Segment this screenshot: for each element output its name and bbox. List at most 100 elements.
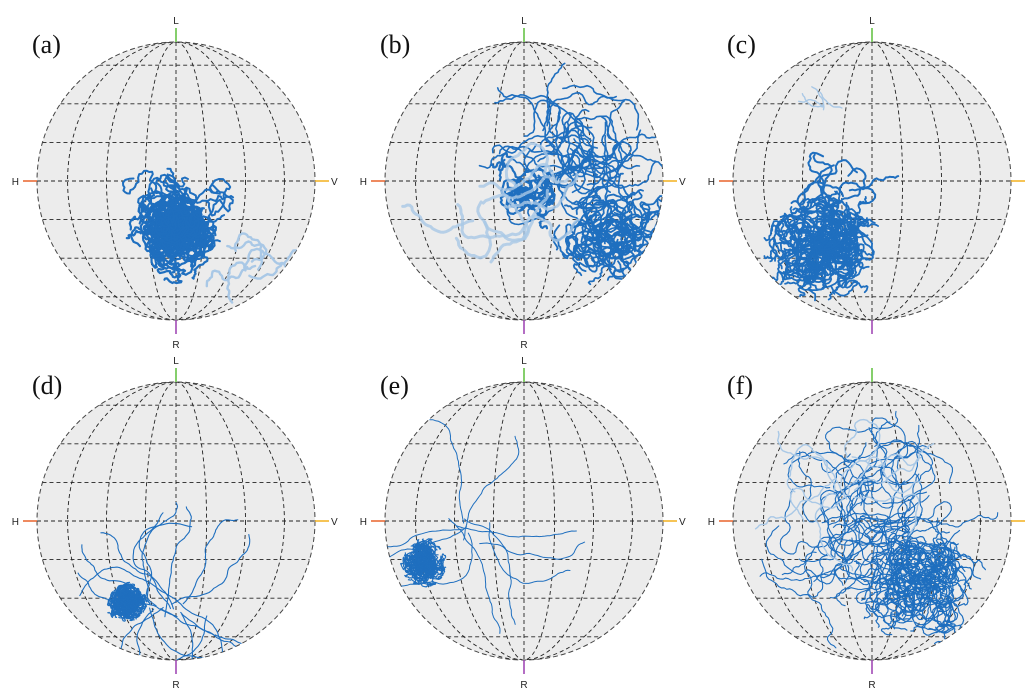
trajectory-segment (843, 442, 886, 543)
trajectory-segment (857, 465, 908, 524)
trajectory-segment (118, 583, 136, 605)
trajectory-segment (205, 178, 232, 217)
trajectory-segment (844, 543, 925, 580)
trajectory-e (385, 419, 586, 634)
trajectory-segment (448, 518, 501, 634)
trajectory-segment (816, 159, 858, 196)
trajectory-segment (567, 146, 596, 195)
longitude-line (106, 382, 246, 660)
trajectory-segment (839, 212, 858, 264)
trajectory-segment (410, 558, 432, 579)
panel-label-c: (c) (727, 30, 756, 59)
sphere-face (385, 382, 663, 660)
trajectory-segment (123, 615, 208, 660)
trajectory-segment (819, 514, 923, 579)
panel-a: L R H V (a) (12, 16, 338, 351)
sphere-face (733, 382, 1011, 660)
trajectory-segment (855, 515, 889, 614)
trajectory-segment (930, 584, 965, 634)
trajectory-segment (565, 234, 613, 259)
longitude-line (763, 382, 981, 660)
trajectory-segment (926, 538, 948, 605)
trajectory-segment (414, 554, 447, 576)
h-axis-label-d: H (12, 517, 19, 528)
trajectory-segment (825, 410, 899, 462)
longitude-line (840, 42, 904, 320)
longitude-line (67, 42, 285, 320)
trajectory-segment (522, 214, 581, 242)
longitude-line (144, 382, 208, 660)
trajectory-segment (922, 593, 953, 636)
trajectory-segment (497, 152, 514, 181)
trajectory-segment (830, 255, 859, 297)
trajectory-segment (853, 493, 920, 537)
trajectory-segment (401, 203, 475, 234)
trajectory-segment (787, 194, 822, 243)
r-axis-label-f: R (868, 680, 875, 689)
trajectory-segment (546, 92, 617, 127)
trajectory-segment (878, 551, 955, 585)
longitude-line (454, 382, 594, 660)
trajectory-segment (185, 216, 221, 250)
trajectory-segment (820, 475, 892, 548)
trajectory-segment (796, 164, 835, 215)
trajectory-segment (777, 430, 848, 500)
trajectory-segment (488, 522, 571, 584)
trajectory-segment (779, 488, 831, 555)
trajectory-segment (456, 203, 527, 240)
longitude-line (144, 42, 208, 320)
trajectory-segment (177, 600, 244, 660)
trajectory-segment (797, 451, 851, 523)
trajectory-segment (128, 589, 142, 608)
trajectory-segment (594, 201, 630, 240)
panel-label-f: (f) (727, 371, 753, 400)
trajectory-segment (463, 435, 520, 541)
trajectory-segment (813, 214, 847, 251)
trajectory-segment (248, 249, 299, 280)
trajectory-segment (783, 451, 879, 505)
trajectory-segment (205, 266, 249, 288)
trajectory-segment (833, 481, 876, 576)
trajectory-segment (582, 100, 625, 162)
trajectory-segment (560, 134, 641, 170)
trajectory-segment (404, 550, 428, 574)
trajectory-segment (163, 174, 203, 223)
trajectory-segment (81, 544, 157, 607)
sphere-e (384, 381, 664, 661)
trajectory-segment (226, 240, 268, 263)
panel-c: L H (c) (708, 16, 1025, 334)
v-axis-label-b: V (679, 177, 686, 188)
trajectory-segment (761, 553, 829, 598)
trajectory-segment (178, 207, 226, 239)
trajectory-segment (226, 261, 257, 304)
trajectory-segment (623, 210, 663, 252)
longitude-line (106, 42, 246, 320)
r-axis-label-e: R (520, 680, 527, 689)
trajectory-segment (779, 198, 839, 218)
panel-label-d: (d) (32, 371, 62, 400)
trajectory-segment (119, 608, 155, 660)
longitude-line (840, 382, 904, 660)
trajectory-segment (566, 234, 603, 260)
trajectory-segment (781, 512, 871, 576)
trajectory-segment (504, 141, 550, 188)
trajectory-segment (464, 518, 516, 625)
trajectory-segment (128, 593, 147, 613)
trajectory-segment (811, 86, 825, 111)
trajectory-segment (430, 558, 444, 579)
trajectory-segment (414, 538, 434, 549)
trajectory-segment (776, 250, 822, 293)
trajectory-segment (479, 541, 586, 560)
trajectory-segment (181, 613, 210, 660)
trajectory-segment (807, 151, 832, 198)
trajectory-segment (481, 175, 570, 205)
trajectory-segment (519, 196, 549, 230)
trajectory-segment (869, 451, 936, 504)
panel-d: L R H V (d) (12, 356, 338, 689)
trajectory-segment (910, 599, 959, 632)
trajectory-segment (862, 444, 953, 487)
trajectory-segment (873, 525, 961, 565)
longitude-line (415, 42, 633, 320)
trajectory-segment (79, 566, 179, 602)
trajectory-segment (163, 194, 194, 234)
